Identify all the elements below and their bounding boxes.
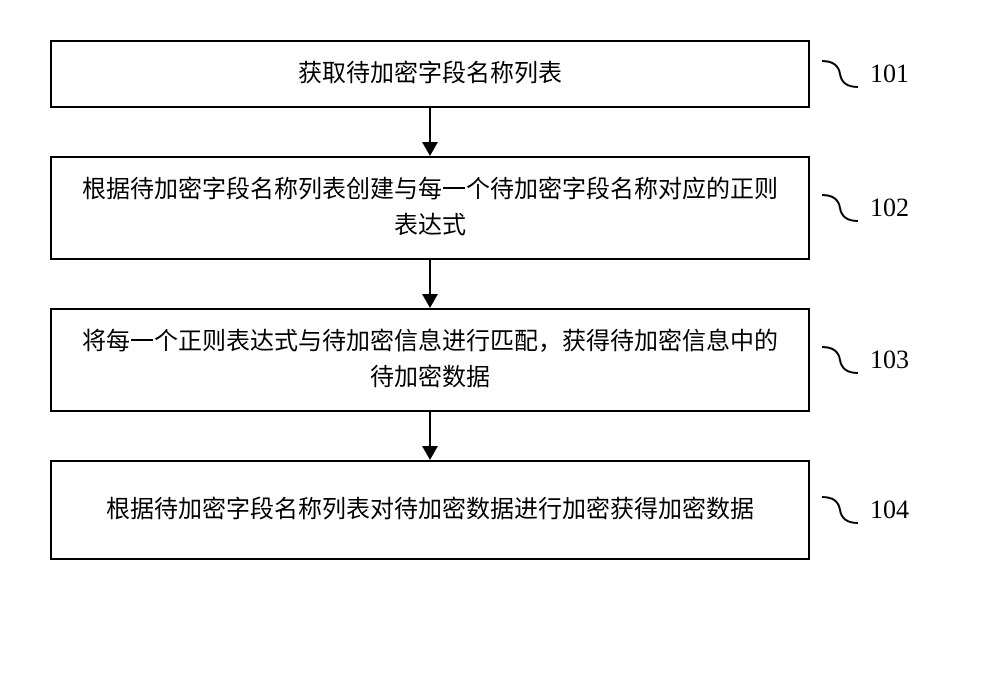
flow-box-104: 根据待加密字段名称列表对待加密数据进行加密获得加密数据 (50, 460, 810, 560)
flow-box-text: 获取待加密字段名称列表 (298, 56, 562, 92)
brace-icon (820, 59, 870, 89)
step-number: 102 (870, 193, 909, 223)
arrow-down-icon (418, 412, 442, 460)
flow-box-103: 将每一个正则表达式与待加密信息进行匹配，获得待加密信息中的待加密数据 (50, 308, 810, 412)
flow-box-text: 将每一个正则表达式与待加密信息进行匹配，获得待加密信息中的待加密数据 (72, 324, 788, 396)
step-label-wrap: 101 (820, 59, 909, 89)
arrow-gap (50, 412, 810, 460)
flow-box-text: 根据待加密字段名称列表创建与每一个待加密字段名称对应的正则表达式 (72, 172, 788, 244)
step-number: 103 (870, 345, 909, 375)
step-number: 104 (870, 495, 909, 525)
step-label-wrap: 102 (820, 193, 909, 223)
brace-icon (820, 495, 870, 525)
arrow-down-icon (418, 260, 442, 308)
arrow-down-icon (418, 108, 442, 156)
flow-row: 获取待加密字段名称列表 101 (50, 40, 950, 108)
flow-box-text: 根据待加密字段名称列表对待加密数据进行加密获得加密数据 (106, 492, 754, 528)
brace-icon (820, 193, 870, 223)
step-label-wrap: 104 (820, 495, 909, 525)
arrow-gap (50, 108, 810, 156)
flowchart-container: 获取待加密字段名称列表 101 根据待加密字段名称列表创建与每一个待加密字段名称… (50, 40, 950, 560)
flow-row: 将每一个正则表达式与待加密信息进行匹配，获得待加密信息中的待加密数据 103 (50, 308, 950, 412)
arrow-gap (50, 260, 810, 308)
step-number: 101 (870, 59, 909, 89)
flow-row: 根据待加密字段名称列表创建与每一个待加密字段名称对应的正则表达式 102 (50, 156, 950, 260)
flow-row: 根据待加密字段名称列表对待加密数据进行加密获得加密数据 104 (50, 460, 950, 560)
flow-box-101: 获取待加密字段名称列表 (50, 40, 810, 108)
flow-box-102: 根据待加密字段名称列表创建与每一个待加密字段名称对应的正则表达式 (50, 156, 810, 260)
step-label-wrap: 103 (820, 345, 909, 375)
brace-icon (820, 345, 870, 375)
